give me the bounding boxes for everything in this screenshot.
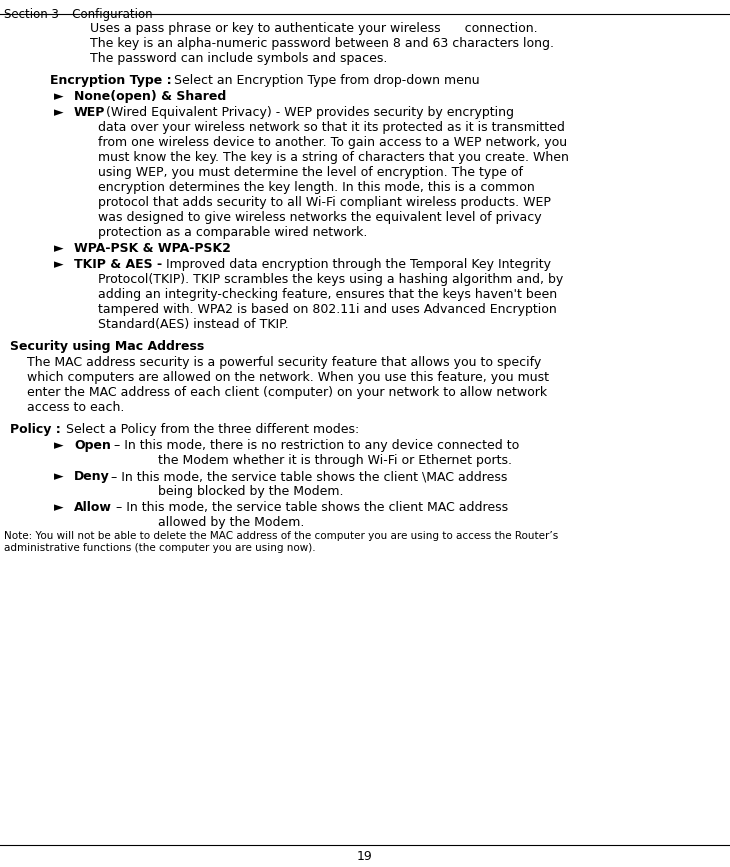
Text: the Modem whether it is through Wi-Fi or Ethernet ports.: the Modem whether it is through Wi-Fi or… [158, 454, 512, 467]
Text: Improved data encryption through the Temporal Key Integrity: Improved data encryption through the Tem… [162, 258, 551, 271]
Text: Note: You will not be able to delete the MAC address of the computer you are usi: Note: You will not be able to delete the… [4, 531, 558, 541]
Text: 19: 19 [357, 850, 373, 863]
Text: TKIP & AES -: TKIP & AES - [74, 258, 162, 271]
Text: must know the key. The key is a string of characters that you create. When: must know the key. The key is a string o… [98, 151, 569, 164]
Text: allowed by the Modem.: allowed by the Modem. [158, 516, 304, 529]
Text: ►: ► [54, 90, 64, 103]
Text: access to each.: access to each. [27, 401, 124, 414]
Text: Section 3 – Configuration: Section 3 – Configuration [4, 8, 153, 21]
Text: ►: ► [54, 501, 64, 514]
Text: The password can include symbols and spaces.: The password can include symbols and spa… [90, 52, 388, 65]
Text: Encryption Type :: Encryption Type : [50, 74, 172, 87]
Text: None(open) & Shared: None(open) & Shared [74, 90, 226, 103]
Text: Policy :: Policy : [10, 423, 61, 436]
Text: was designed to give wireless networks the equivalent level of privacy: was designed to give wireless networks t… [98, 211, 542, 224]
Text: Protocol(TKIP). TKIP scrambles the keys using a hashing algorithm and, by: Protocol(TKIP). TKIP scrambles the keys … [98, 273, 564, 286]
Text: WEP: WEP [74, 106, 105, 119]
Text: Deny: Deny [74, 470, 110, 483]
Text: adding an integrity-checking feature, ensures that the keys haven't been: adding an integrity-checking feature, en… [98, 288, 557, 301]
Text: Open: Open [74, 439, 111, 452]
Text: The MAC address security is a powerful security feature that allows you to speci: The MAC address security is a powerful s… [27, 356, 541, 369]
Text: protection as a comparable wired network.: protection as a comparable wired network… [98, 226, 367, 239]
Text: ►: ► [54, 470, 64, 483]
Text: Uses a pass phrase or key to authenticate your wireless      connection.: Uses a pass phrase or key to authenticat… [90, 22, 537, 35]
Text: using WEP, you must determine the level of encryption. The type of: using WEP, you must determine the level … [98, 166, 523, 179]
Text: ►: ► [54, 106, 64, 119]
Text: which computers are allowed on the network. When you use this feature, you must: which computers are allowed on the netwo… [27, 371, 549, 384]
Text: protocol that adds security to all Wi-Fi compliant wireless products. WEP: protocol that adds security to all Wi-Fi… [98, 196, 551, 209]
Text: ►: ► [54, 258, 64, 271]
Text: The key is an alpha-numeric password between 8 and 63 characters long.: The key is an alpha-numeric password bet… [90, 37, 554, 50]
Text: (Wired Equivalent Privacy) - WEP provides security by encrypting: (Wired Equivalent Privacy) - WEP provide… [102, 106, 514, 119]
Text: ►: ► [54, 439, 64, 452]
Text: – In this mode, the service table shows the client MAC address: – In this mode, the service table shows … [112, 501, 508, 514]
Text: Select an Encryption Type from drop-down menu: Select an Encryption Type from drop-down… [170, 74, 480, 87]
Text: Select a Policy from the three different modes:: Select a Policy from the three different… [62, 423, 359, 436]
Text: encryption determines the key length. In this mode, this is a common: encryption determines the key length. In… [98, 181, 535, 194]
Text: enter the MAC address of each client (computer) on your network to allow network: enter the MAC address of each client (co… [27, 386, 547, 399]
Text: Security using Mac Address: Security using Mac Address [10, 340, 204, 353]
Text: tampered with. WPA2 is based on 802.11i and uses Advanced Encryption: tampered with. WPA2 is based on 802.11i … [98, 303, 557, 316]
Text: Allow: Allow [74, 501, 112, 514]
Text: – In this mode, the service table shows the client \MAC address: – In this mode, the service table shows … [107, 470, 507, 483]
Text: .: . [217, 242, 221, 255]
Text: being blocked by the Modem.: being blocked by the Modem. [158, 485, 344, 498]
Text: data over your wireless network so that it its protected as it is transmitted: data over your wireless network so that … [98, 121, 565, 134]
Text: administrative functions (the computer you are using now).: administrative functions (the computer y… [4, 543, 315, 553]
Text: Standard(AES) instead of TKIP.: Standard(AES) instead of TKIP. [98, 318, 288, 331]
Text: from one wireless device to another. To gain access to a WEP network, you: from one wireless device to another. To … [98, 136, 567, 149]
Text: – In this mode, there is no restriction to any device connected to: – In this mode, there is no restriction … [110, 439, 519, 452]
Text: WPA-PSK & WPA-PSK2: WPA-PSK & WPA-PSK2 [74, 242, 231, 255]
Text: ►: ► [54, 242, 64, 255]
